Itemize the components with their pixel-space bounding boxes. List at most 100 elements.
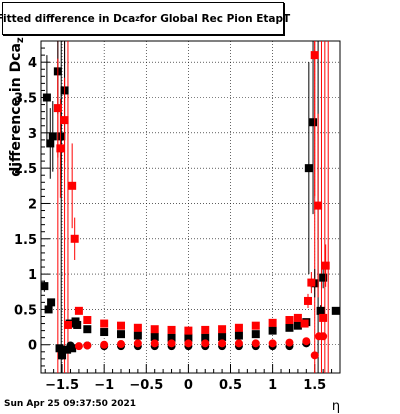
data-point-square [331,306,340,315]
y-axis-label: difference in Dcaz [8,37,26,177]
data-point-square [167,325,176,334]
data-point-square [58,351,67,360]
data-point-circle [310,351,319,360]
data-point-square [321,261,330,270]
x-tick-label: 0.5 [219,378,242,393]
data-point-square [218,325,227,334]
data-point-square [70,234,79,243]
data-point-square [307,278,316,287]
data-point-square [100,319,109,328]
data-point-square [304,164,313,173]
data-point-square [63,320,72,329]
data-point-square [234,331,243,340]
data-point-square [309,118,318,127]
data-point-square [117,321,126,330]
data-point-circle [133,339,142,348]
x-tick-label: −1 [94,378,114,393]
data-point-square [53,104,62,113]
y-tick-label: 2.5 [14,162,37,177]
y-tick-label: 0 [28,339,37,354]
data-point-square [57,132,66,141]
y-tick-label: 4 [28,56,37,71]
y-tick-label: 1.5 [14,233,37,248]
x-tick-label: 1 [268,378,277,393]
data-point-circle [74,342,83,351]
data-point-square [319,273,328,282]
data-point-circle [100,340,109,349]
y-tick-label: 0.5 [14,303,37,318]
data-point-square [285,323,294,332]
chart-title-sub: z [135,14,140,23]
y-axis-label-text: difference in Dca [8,43,24,177]
data-point-square [60,116,69,125]
data-point-square [316,306,325,315]
data-point-square [47,298,56,307]
data-point-circle [302,337,311,346]
data-point-square [42,93,51,102]
data-point-square [201,325,210,334]
data-point-square [133,331,142,340]
data-point-square [300,319,309,328]
data-point-square [293,313,302,322]
data-point-circle [319,332,328,341]
data-point-square [310,51,319,60]
chart-title-prefix: Fitted difference in Dca [0,12,136,25]
data-point-square [133,323,142,332]
data-point-square [251,330,260,339]
data-point-square [46,139,55,148]
data-point-square [48,132,57,141]
data-point-square [83,325,92,334]
data-point-square [117,330,126,339]
data-point-square [56,144,65,153]
data-point-square [55,344,64,353]
data-point-square [167,333,176,342]
data-point-circle [83,341,92,350]
data-point-square [201,333,210,342]
data-point-square [74,306,83,315]
data-point-square [234,323,243,332]
data-point-square [268,318,277,327]
data-point-circle [268,339,277,348]
data-point-square [44,305,53,314]
x-tick-label: −1.5 [45,378,79,393]
axis-labels: difference in Dcaz η [8,37,340,414]
x-axis-label: η [332,399,340,414]
data-point-square [150,325,159,334]
data-point-square [314,201,323,210]
footer-timestamp: Sun Apr 25 09:37:50 2021 [4,399,137,409]
data-point-square [83,316,92,325]
chart-title: Fitted difference in Dca z for Global Rec… [0,2,290,35]
chart-title-suffix: for Global Rec Pion EtapT [139,12,291,25]
y-axis-label-sub: z [15,37,26,43]
y-tick-label: 3 [28,127,37,142]
data-point-circle [251,339,260,348]
data-point-square [285,316,294,325]
x-tick-label: −0.5 [129,378,163,393]
x-tick-label: 1.5 [303,378,326,393]
data-point-circle [167,339,176,348]
axes: −1.5 −1 −0.5 0 0.5 1 1.5 0 0.5 1 1.5 2 2.5 3 3.5 4 [14,47,341,393]
data-point-square [100,328,109,337]
data-point-square [319,313,328,322]
data-point-circle [201,339,210,348]
y-tick-label: 3.5 [14,92,37,107]
data-point-square [41,282,49,291]
data-marks [41,41,340,373]
data-point-square [63,345,72,354]
data-point-square [218,332,227,341]
data-point-circle [234,339,243,348]
data-point-circle [66,341,75,350]
data-point-circle [184,339,193,348]
data-point-square [268,326,277,335]
data-point-square [184,333,193,342]
x-tick-label: 0 [184,378,193,393]
data-point-square [184,326,193,335]
data-point-square [68,181,77,190]
y-tick-label: 1 [28,268,37,283]
data-point-square [150,332,159,341]
data-point-square [251,321,260,330]
data-point-square [293,321,302,330]
data-point-circle [117,340,126,349]
data-point-square [73,320,82,329]
